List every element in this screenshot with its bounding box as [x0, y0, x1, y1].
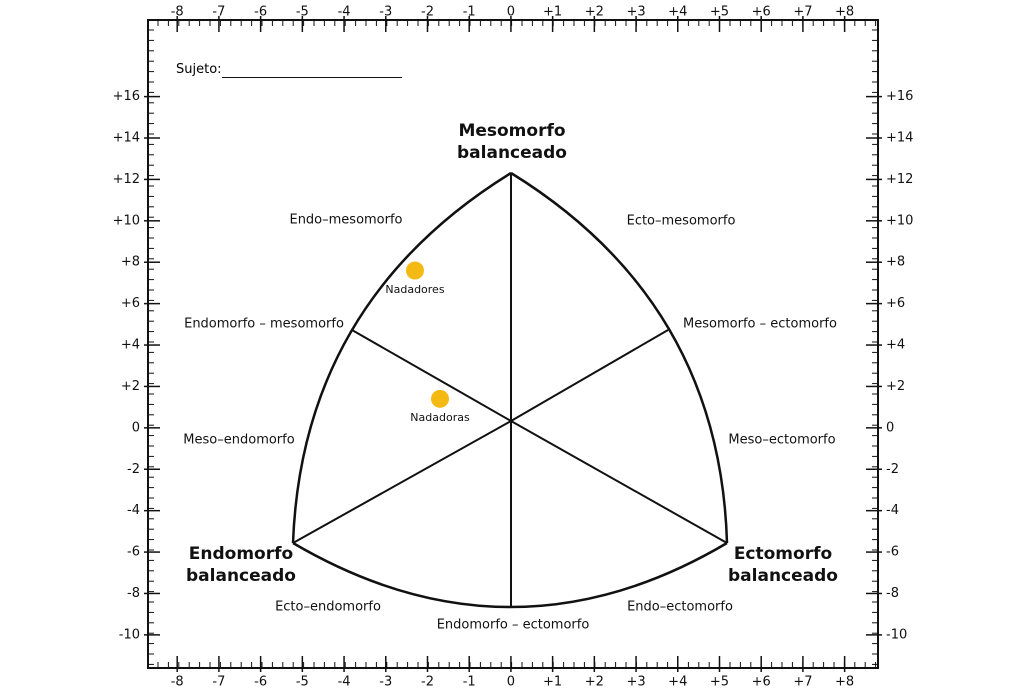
subject-line	[222, 77, 402, 78]
x-tick-label: +7	[793, 5, 812, 20]
x-tick-label: -1	[463, 5, 476, 20]
x-tick-label: 0	[507, 675, 515, 690]
x-tick-label: -6	[254, 5, 267, 20]
y-tick-label: +8	[886, 255, 905, 270]
somatotype-title: Mesomorfo balanceado	[457, 121, 567, 163]
x-tick-label: +2	[585, 5, 604, 20]
region-label: Mesomorfo – ectomorfo	[683, 316, 837, 332]
y-tick-label: -8	[886, 586, 899, 601]
y-tick-label: -2	[886, 462, 899, 477]
y-tick-label: +12	[886, 172, 913, 187]
x-tick-label: -5	[296, 675, 309, 690]
y-tick-label: +12	[113, 172, 140, 187]
y-tick-label: +16	[886, 89, 913, 104]
y-tick-label: +16	[113, 89, 140, 104]
y-tick-label: +6	[886, 296, 905, 311]
x-tick-label: +3	[626, 5, 645, 20]
region-label: Endo–mesomorfo	[289, 212, 403, 228]
x-tick-label: +7	[793, 675, 812, 690]
point	[431, 389, 449, 408]
x-tick-label: +3	[626, 675, 645, 690]
region-label: Meso–ectomorfo	[728, 432, 836, 448]
x-tick-label: -3	[379, 5, 392, 20]
subject-label: Sujeto:	[176, 62, 222, 77]
x-tick-label: +6	[752, 5, 771, 20]
y-tick-label: +10	[113, 213, 140, 228]
y-tick-label: -6	[127, 545, 140, 560]
x-tick-label: -4	[338, 5, 351, 20]
x-tick-label: -2	[421, 5, 434, 20]
division-lines	[292, 173, 728, 607]
y-tick-label: +6	[121, 296, 140, 311]
x-tick-label: -4	[338, 675, 351, 690]
y-tick-label: -10	[119, 627, 140, 642]
x-tick-label: 0	[507, 5, 515, 20]
x-tick-label: +4	[668, 5, 687, 20]
y-tick-label: -8	[127, 586, 140, 601]
y-tick-label: +2	[121, 379, 140, 394]
y-tick-label: +14	[113, 131, 140, 146]
x-tick-label: -7	[212, 675, 225, 690]
y-tick-label: -6	[886, 545, 899, 560]
region-label: Ecto–mesomorfo	[626, 213, 736, 229]
y-tick-label: 0	[886, 420, 894, 435]
x-tick-label: -6	[254, 675, 267, 690]
x-tick-label: +5	[710, 5, 729, 20]
x-tick-label: -8	[171, 675, 184, 690]
x-tick-label: +1	[543, 675, 562, 690]
x-tick-label: -2	[421, 675, 434, 690]
y-tick-label: 0	[132, 420, 140, 435]
region-label: Ecto–endomorfo	[275, 599, 381, 615]
somatotype-title: Endomorfo balanceado	[186, 544, 296, 586]
x-tick-label: +2	[585, 675, 604, 690]
x-tick-label: -7	[212, 5, 225, 20]
y-tick-label: -10	[886, 627, 907, 642]
x-tick-label: -1	[463, 675, 476, 690]
region-label: Meso–endomorfo	[183, 432, 295, 448]
y-tick-label: -4	[886, 503, 899, 518]
x-tick-label: +4	[668, 675, 687, 690]
y-tick-label: +10	[886, 213, 913, 228]
x-tick-label: +8	[835, 5, 854, 20]
point-label: Nadadoras	[410, 410, 470, 424]
x-tick-label: +1	[543, 5, 562, 20]
x-tick-label: -3	[379, 675, 392, 690]
region-label: Endo–ectomorfo	[627, 599, 733, 615]
y-tick-label: +4	[121, 338, 140, 353]
x-tick-label: +5	[710, 675, 729, 690]
frame	[147, 19, 879, 669]
x-tick-label: +8	[835, 675, 854, 690]
somatotype-title: Ectomorfo balanceado	[728, 544, 838, 586]
somatotype-shape	[291, 171, 729, 609]
x-tick-label: -5	[296, 5, 309, 20]
region-label: Endomorfo – ectomorfo	[436, 617, 590, 633]
y-tick-label: +14	[886, 131, 913, 146]
y-tick-label: +2	[886, 379, 905, 394]
point-label: Nadadores	[385, 282, 445, 296]
y-tick-label: +4	[886, 338, 905, 353]
y-tick-label: -4	[127, 503, 140, 518]
x-tick-label: -8	[171, 5, 184, 20]
x-tick-label: +6	[752, 675, 771, 690]
region-label: Endomorfo – mesomorfo	[184, 316, 344, 332]
edge	[510, 171, 729, 544]
point	[405, 261, 424, 280]
y-tick-label: +8	[121, 255, 140, 270]
y-tick-label: -2	[127, 462, 140, 477]
